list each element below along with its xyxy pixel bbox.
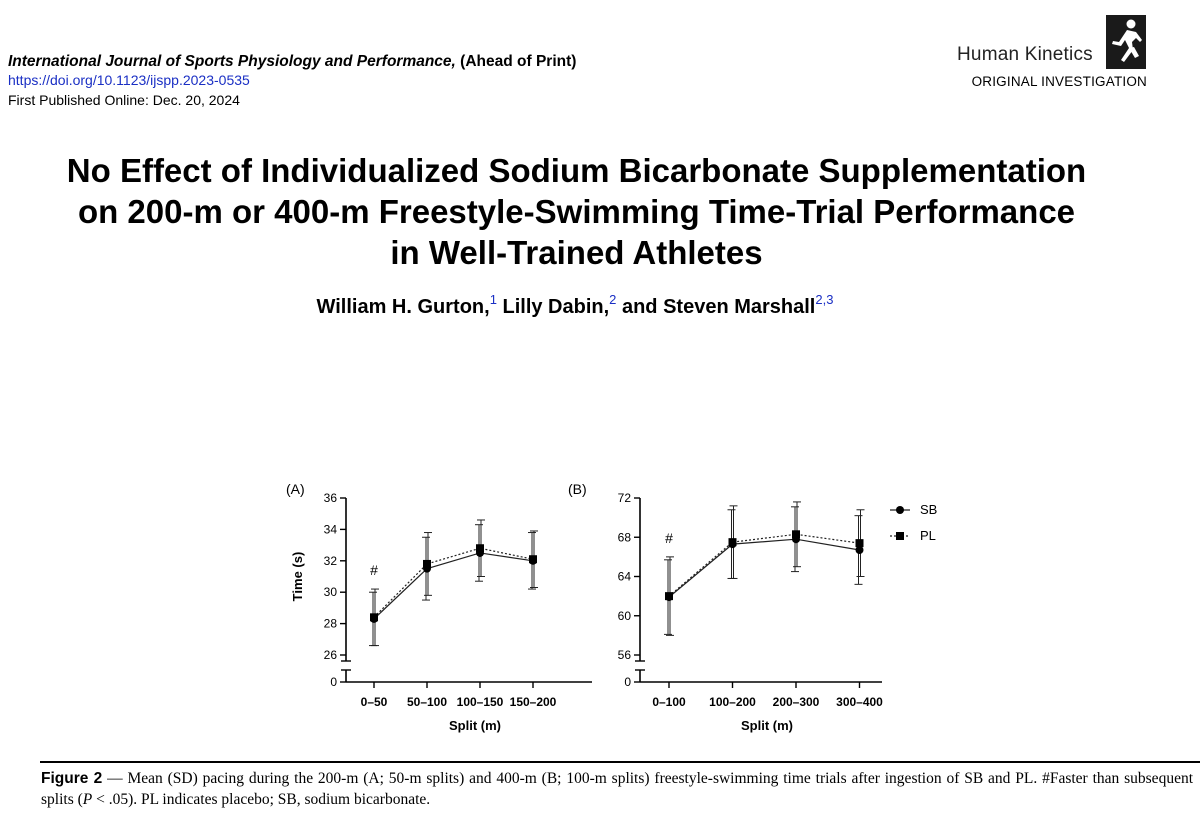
y-tick-label: 36 (324, 491, 338, 505)
series-line-sb (668, 538, 860, 598)
x-tick-label: 50–100 (407, 695, 447, 709)
y-tick-label: 26 (324, 648, 338, 662)
y-tick-label: 30 (324, 585, 338, 599)
affiliation-link[interactable]: 2,3 (815, 292, 834, 307)
panel-label: (A) (286, 481, 305, 497)
publisher-name: Human Kinetics (957, 44, 1093, 65)
journal-name: International Journal of Sports Physiolo… (8, 53, 456, 70)
runner-logo-icon (1106, 15, 1146, 69)
affiliation-link[interactable]: 1 (489, 292, 497, 307)
panel-label: (B) (568, 481, 587, 497)
significance-marker: # (370, 562, 378, 578)
caption-text: — Mean (SD) pacing during the 200-m (A; … (41, 770, 1194, 808)
legend-marker-sb (896, 506, 904, 514)
author-name: and Steven Marshall (621, 296, 816, 318)
y-tick-label: 0 (624, 675, 631, 689)
series-line-pl (668, 533, 860, 597)
y-tick-label: 68 (618, 530, 632, 544)
journal-status: (Ahead of Print) (460, 53, 577, 70)
y-tick-label: 72 (618, 491, 632, 505)
title-line: in Well-Trained Athletes (390, 234, 763, 271)
data-point-pl (792, 530, 800, 539)
x-tick-label: 150–200 (510, 695, 557, 709)
x-tick-label: 100–200 (709, 695, 756, 709)
y-tick-label: 60 (618, 609, 632, 623)
title-line: No Effect of Individualized Sodium Bicar… (66, 152, 1087, 189)
x-axis-label: Split (m) (449, 718, 501, 733)
doi-link[interactable]: https://doi.org/10.1123/ijspp.2023-0535 (8, 72, 250, 88)
x-tick-label: 0–50 (361, 695, 388, 709)
author-list: William H. Gurton,1 Lilly Dabin,2 and St… (0, 293, 1150, 319)
data-point-pl (855, 539, 864, 548)
series-line-pl (373, 547, 534, 618)
caption-p-symbol: P (82, 791, 93, 808)
x-tick-label: 200–300 (773, 695, 820, 709)
article-title: No Effect of Individualized Sodium Bicar… (0, 150, 1153, 273)
legend-label: SB (920, 502, 937, 517)
data-point-pl (370, 613, 378, 622)
data-point-pl (476, 544, 484, 553)
data-point-pl (728, 538, 737, 547)
y-tick-label: 28 (324, 617, 338, 631)
series-line-sb (373, 552, 534, 620)
pacing-chart: (A) 0 26 28 30 32 34 36 0–50 50–100 100–150 150–200… (286, 481, 937, 733)
x-tick-label: 300–400 (836, 695, 883, 709)
data-point-pl (529, 555, 537, 564)
y-axis-label: Time (s) (290, 552, 305, 602)
y-tick-label: 32 (324, 554, 338, 568)
x-tick-label: 100–150 (457, 695, 504, 709)
legend-label: PL (920, 528, 936, 543)
y-tick-label: 64 (618, 570, 632, 584)
publication-date: First Published Online: Dec. 20, 2024 (8, 92, 240, 108)
x-tick-label: 0–100 (652, 695, 686, 709)
journal-citation: International Journal of Sports Physiolo… (8, 52, 576, 72)
data-point-pl (423, 559, 431, 568)
author-name: Lilly Dabin, (502, 296, 610, 318)
significance-marker: # (665, 530, 673, 546)
figure-2: (A) 0 26 28 30 32 34 36 0–50 50–100 100–150 150–200… (270, 470, 970, 760)
data-point-pl (665, 592, 673, 601)
y-tick-label: 56 (618, 648, 632, 662)
author-name: William H. Gurton, (316, 296, 490, 318)
legend-marker-pl (896, 532, 904, 540)
article-section: ORIGINAL INVESTIGATION (971, 74, 1147, 89)
figure-label: Figure 2 (41, 770, 103, 787)
y-tick-label: 34 (324, 522, 338, 536)
x-axis-label: Split (m) (741, 718, 793, 733)
affiliation-link[interactable]: 2 (609, 292, 617, 307)
data-point-sb (855, 546, 864, 555)
y-tick-label: 0 (330, 675, 337, 689)
caption-text: < .05). PL indicates placebo; SB, sodium… (92, 791, 431, 808)
figure-caption: Figure 2 — Mean (SD) pacing during the 2… (41, 768, 1193, 810)
caption-rule (40, 761, 1200, 763)
title-line: on 200-m or 400-m Freestyle-Swimming Tim… (77, 193, 1076, 230)
